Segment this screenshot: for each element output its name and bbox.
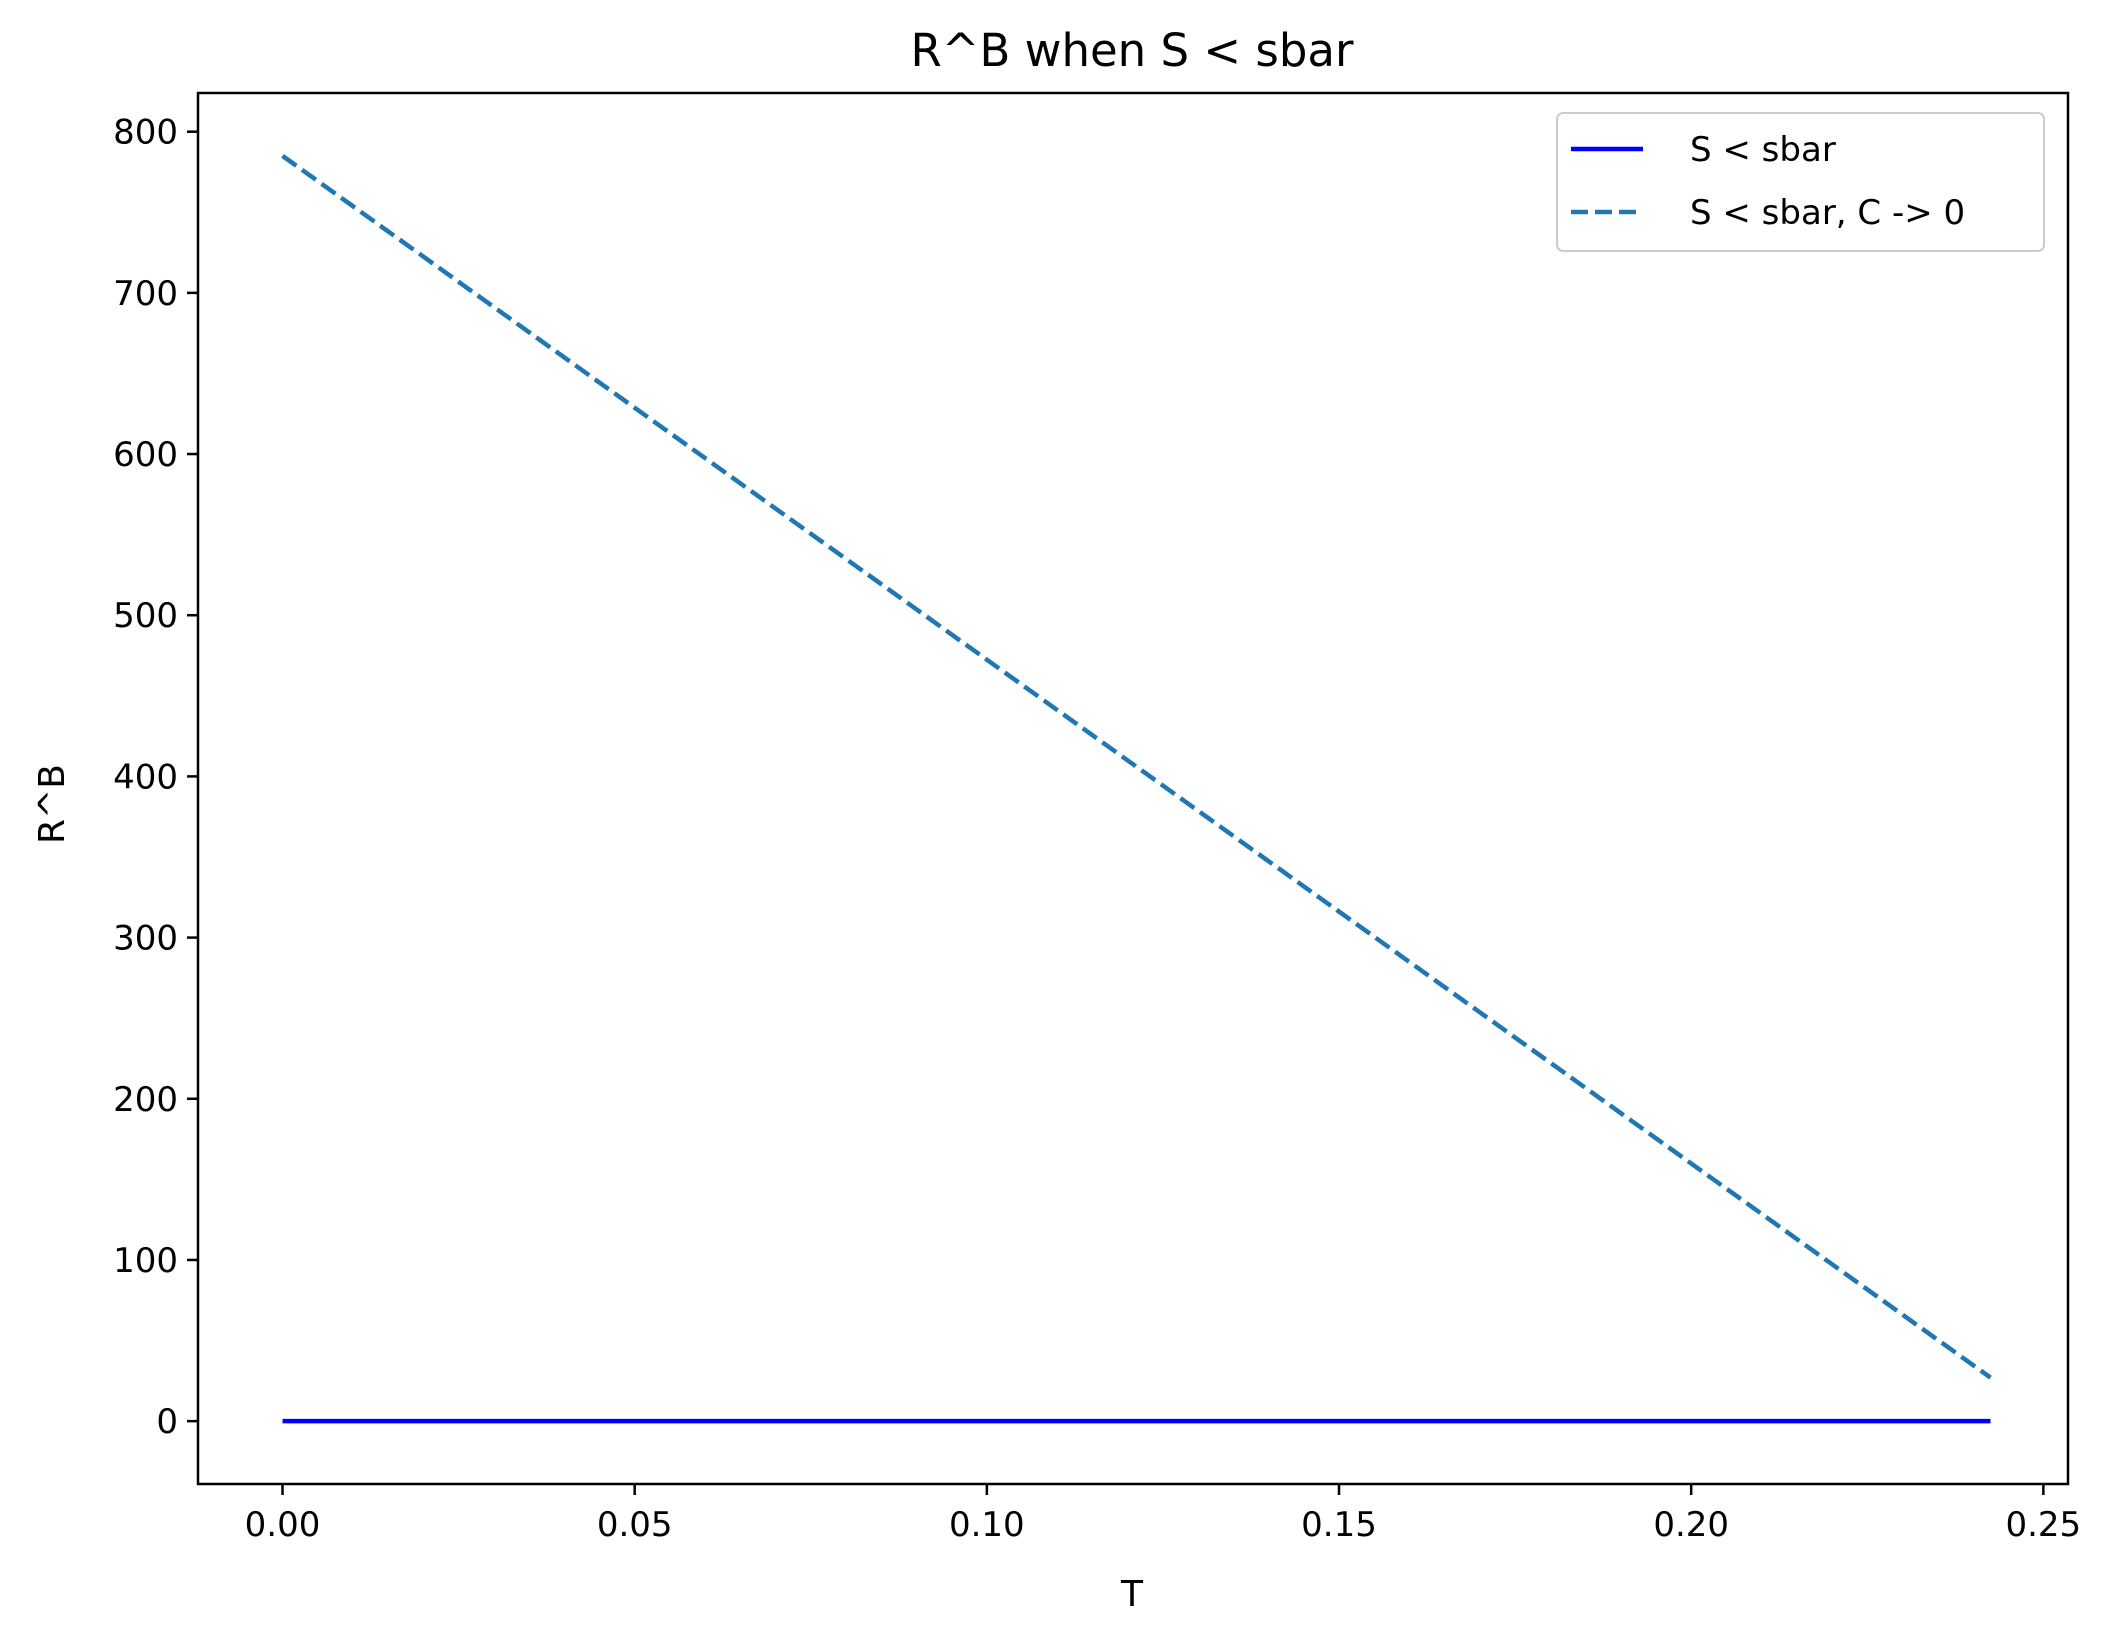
x-tick-label: 0.25 — [2005, 1505, 2081, 1545]
y-tick-label: 200 — [113, 1080, 178, 1120]
x-tick-label: 0.15 — [1301, 1505, 1377, 1545]
y-tick-label: 0 — [156, 1402, 178, 1442]
y-tick-label: 400 — [113, 757, 178, 797]
plot-series — [281, 154, 1992, 1424]
y-tick-label: 600 — [113, 435, 178, 475]
legend-label-1: S < sbar — [1690, 130, 1836, 170]
series-line-2 — [281, 154, 1992, 1380]
x-axis-ticks: 0.00 0.05 0.10 0.15 0.20 0.25 — [245, 1484, 2081, 1545]
x-tick-label: 0.20 — [1653, 1505, 1729, 1545]
y-tick-label: 500 — [113, 596, 178, 636]
x-tick-label: 0.10 — [949, 1505, 1025, 1545]
x-axis-label: T — [1120, 1574, 1144, 1615]
legend-box — [1556, 112, 2045, 252]
y-tick-label: 300 — [113, 919, 178, 959]
y-axis-label: R^B — [32, 764, 73, 844]
legend: S < sbar S < sbar, C -> 0 — [1556, 112, 2045, 252]
chart-title: R^B when S < sbar — [911, 24, 1354, 77]
x-tick-label: 0.00 — [245, 1505, 321, 1545]
y-tick-label: 100 — [113, 1241, 178, 1281]
x-tick-label: 0.05 — [597, 1505, 673, 1545]
y-tick-label: 800 — [113, 113, 178, 153]
y-axis-ticks: 0 100 200 300 400 500 600 700 800 — [113, 113, 198, 1442]
y-tick-label: 700 — [113, 274, 178, 314]
plot-frame — [196, 91, 2070, 1486]
legend-label-2: S < sbar, C -> 0 — [1690, 193, 1965, 233]
